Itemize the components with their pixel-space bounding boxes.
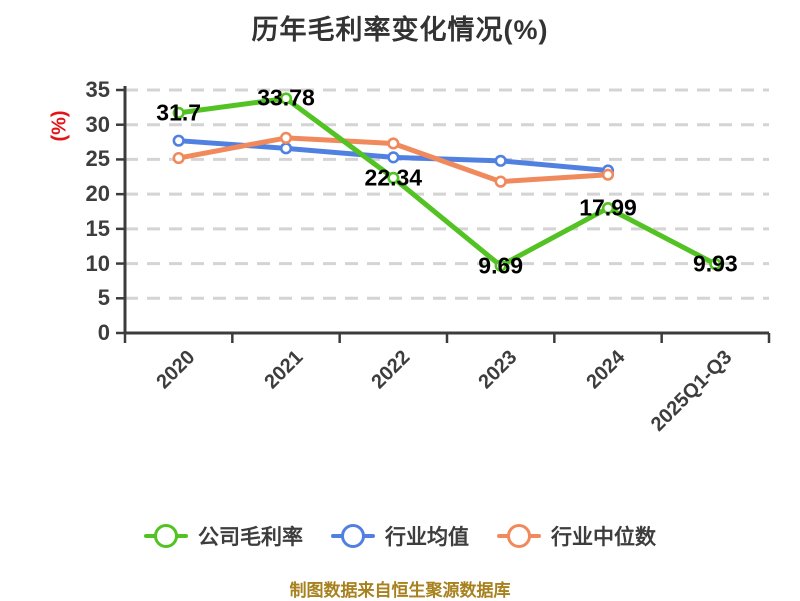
y-tick-label: 0 bbox=[97, 320, 110, 345]
chart-title: 历年毛利率变化情况(%) bbox=[251, 15, 549, 45]
y-tick-label: 5 bbox=[97, 285, 110, 311]
data-point-行业中位数-2023 bbox=[494, 175, 507, 188]
data-point-公司毛利率-2022 bbox=[387, 171, 400, 184]
series-line-公司毛利率 bbox=[176, 95, 718, 269]
data-point-label: 33.78 bbox=[257, 84, 315, 111]
legend-label: 行业均值 bbox=[385, 526, 469, 549]
y-tick-label: 20 bbox=[85, 181, 110, 207]
data-point-行业中位数-2024 bbox=[601, 168, 615, 181]
data-point-行业中位数-2020 bbox=[172, 151, 185, 165]
data-point-label: 31.7 bbox=[156, 99, 202, 126]
data-point-行业均值-2021 bbox=[279, 142, 293, 155]
legend-marker-icon bbox=[497, 522, 541, 550]
data-point-行业中位数-2021 bbox=[279, 131, 293, 145]
data-point-label: 9.69 bbox=[478, 252, 524, 279]
legend-item-公司毛利率[interactable]: 公司毛利率 bbox=[144, 521, 303, 551]
data-point-label: 17.99 bbox=[579, 194, 637, 221]
data-point-公司毛利率-2020 bbox=[172, 106, 185, 120]
legend-dot-swatch bbox=[507, 524, 531, 548]
data-point-行业中位数-2022 bbox=[387, 137, 400, 150]
legend-marker-icon bbox=[144, 522, 188, 550]
data-point-行业均值-2020 bbox=[172, 134, 185, 147]
legend-dot-swatch bbox=[154, 524, 178, 548]
data-source-footer: 制图数据来自恒生聚源数据库 bbox=[289, 581, 511, 600]
legend-marker-icon bbox=[331, 522, 375, 550]
data-point-label: 9.93 bbox=[692, 250, 738, 277]
data-point-label: 22.34 bbox=[364, 164, 423, 191]
data-point-公司毛利率-2024 bbox=[601, 201, 615, 215]
y-tick-label: 25 bbox=[85, 146, 110, 172]
y-tick-label: 10 bbox=[85, 250, 110, 276]
legend-label: 公司毛利率 bbox=[198, 526, 303, 549]
data-point-公司毛利率-2025Q1-Q3 bbox=[709, 257, 722, 271]
legend-item-行业中位数[interactable]: 行业中位数 bbox=[497, 521, 656, 551]
legend-label: 行业中位数 bbox=[551, 526, 656, 549]
y-tick-label: 30 bbox=[85, 111, 110, 137]
data-point-行业均值-2022 bbox=[387, 151, 400, 164]
legend-item-行业均值[interactable]: 行业均值 bbox=[331, 521, 469, 551]
data-point-公司毛利率-2021 bbox=[279, 92, 293, 105]
y-tick-label: 35 bbox=[85, 77, 110, 102]
legend-dot-swatch bbox=[341, 524, 365, 548]
data-point-行业均值-2023 bbox=[494, 154, 507, 167]
data-point-公司毛利率-2023 bbox=[494, 259, 507, 272]
chart-legend: 公司毛利率 行业均值 行业中位数 bbox=[0, 521, 800, 551]
y-tick-label: 15 bbox=[85, 215, 110, 241]
